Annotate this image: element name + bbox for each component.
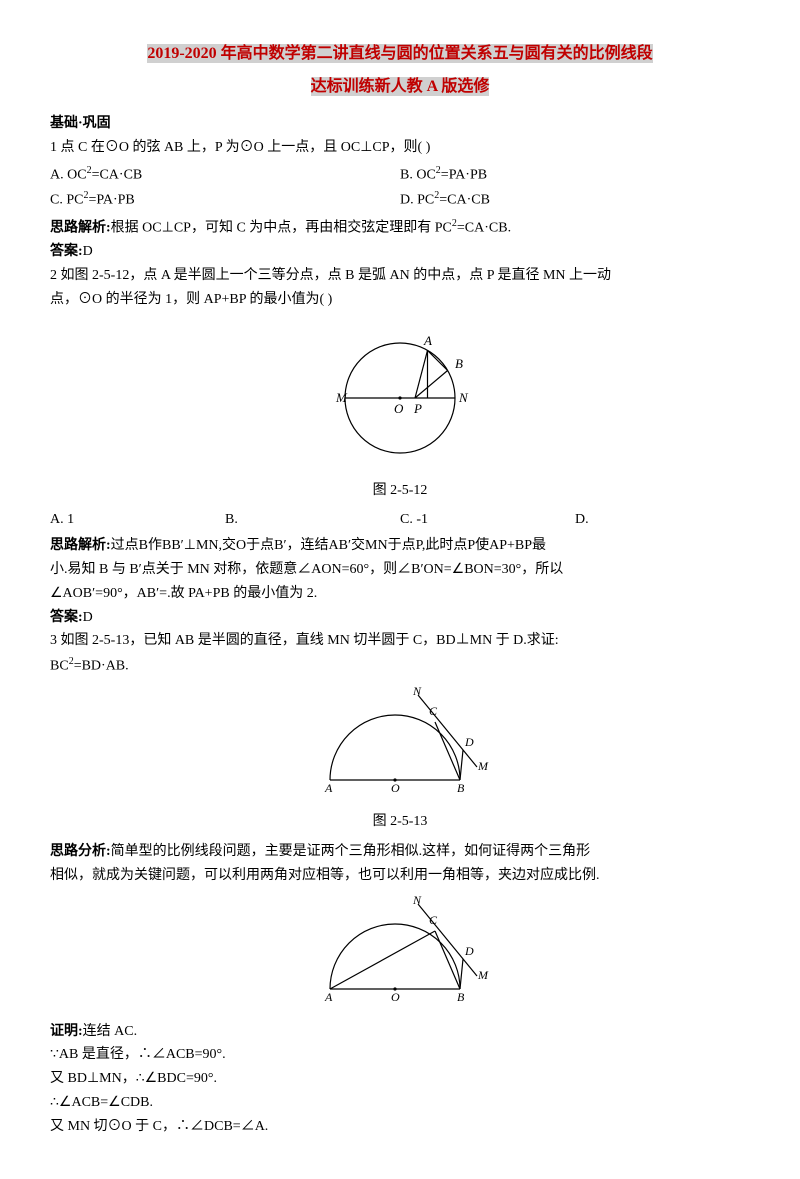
section-heading: 基础·巩固 xyxy=(50,112,750,136)
proof-label: 证明: xyxy=(50,1024,83,1039)
q2-optB: B. xyxy=(225,508,400,532)
title-line-2: 达标训练新人教 A 版选修 xyxy=(50,73,750,100)
svg-text:M: M xyxy=(477,759,489,773)
figure-2-5-13-proof: A B O C D M N xyxy=(50,894,750,1018)
q2-stem1: 2 如图 2-5-12，点 A 是半圆上一个三等分点，点 B 是弧 AN 的中点… xyxy=(50,264,750,288)
q1-analysis: 思路解析:根据 OC⊥CP，可知 C 为中点，再由相交弦定理即有 PC2=CA·… xyxy=(50,215,750,240)
q1-optD: D. PC2=CA·CB xyxy=(400,187,750,212)
fig-2-5-13-caption: 图 2-5-13 xyxy=(50,810,750,834)
q3-stem2: BC2=BD·AB. xyxy=(50,653,750,678)
q1-optC: C. PC2=PA·PB xyxy=(50,187,400,212)
svg-text:P: P xyxy=(413,401,422,416)
svg-text:B: B xyxy=(455,356,463,371)
proof-line-3: ∴∠ACB=∠CDB. xyxy=(50,1091,750,1115)
svg-text:O: O xyxy=(391,781,400,795)
svg-text:B: B xyxy=(457,990,465,1004)
svg-text:A: A xyxy=(423,333,432,348)
svg-text:M: M xyxy=(335,390,348,405)
q1-options: A. OC2=CA·CB B. OC2=PA·PB C. PC2=PA·PB D… xyxy=(50,162,750,213)
title-line-1: 2019-2020 年高中数学第二讲直线与圆的位置关系五与圆有关的比例线段 xyxy=(50,40,750,67)
title-2: 达标训练新人教 A 版选修 xyxy=(311,77,490,96)
title-1: 2019-2020 年高中数学第二讲直线与圆的位置关系五与圆有关的比例线段 xyxy=(147,44,652,63)
svg-text:N: N xyxy=(412,894,422,907)
q2-options: A. 1 B. C. -1 D. xyxy=(50,508,750,532)
q1-optB: B. OC2=PA·PB xyxy=(400,162,750,187)
figure-2-5-12: A B M N O P xyxy=(50,318,750,477)
q1-answer: 答案:D xyxy=(50,240,750,264)
q2-stem2: 点，⊙O 的半径为 1，则 AP+BP 的最小值为( ) xyxy=(50,288,750,312)
svg-text:C: C xyxy=(429,913,438,927)
q1-optA: A. OC2=CA·CB xyxy=(50,162,400,187)
svg-text:N: N xyxy=(412,685,422,698)
q2-ans-label: 答案: xyxy=(50,610,83,625)
q2-optA: A. 1 xyxy=(50,508,225,532)
proof-line-2: 又 BD⊥MN，∴∠BDC=90°. xyxy=(50,1067,750,1091)
q3-analysis-label: 思路分析: xyxy=(50,844,111,859)
q3-stem1: 3 如图 2-5-13，已知 AB 是半圆的直径，直线 MN 切半圆于 C，BD… xyxy=(50,629,750,653)
svg-text:D: D xyxy=(464,944,474,958)
figure-2-5-13: A B O C D M N xyxy=(50,685,750,809)
svg-text:A: A xyxy=(324,990,333,1004)
q3-analysis-1: 思路分析:简单型的比例线段问题，主要是证两个三角形相似.这样，如何证得两个三角形 xyxy=(50,840,750,864)
q2-analysis-label: 思路解析: xyxy=(50,538,111,553)
svg-text:M: M xyxy=(477,968,489,982)
svg-text:C: C xyxy=(429,704,438,718)
q2-optC: C. -1 xyxy=(400,508,575,532)
proof-line-1: ∵AB 是直径，∴∠ACB=90°. xyxy=(50,1043,750,1067)
q1-ans-label: 答案: xyxy=(50,244,83,259)
q2-analysis-2: 小.易知 B 与 B′点关于 MN 对称，依题意∠AON=60°，则∠B′ON=… xyxy=(50,558,750,582)
fig-2-5-12-caption: 图 2-5-12 xyxy=(50,479,750,503)
q2-analysis-1: 思路解析:过点B作BB′⊥MN,交O于点B′，连结AB′交MN于点P,此时点P使… xyxy=(50,534,750,558)
q1-analysis-label: 思路解析: xyxy=(50,221,111,236)
svg-text:O: O xyxy=(391,990,400,1004)
svg-text:A: A xyxy=(324,781,333,795)
q2-optD: D. xyxy=(575,508,750,532)
q2-analysis-3: ∠AOB′=90°，AB′=.故 PA+PB 的最小值为 2. xyxy=(50,582,750,606)
q3-analysis-2: 相似，就成为关键问题，可以利用两角对应相等，也可以利用一角相等，夹边对应成比例. xyxy=(50,864,750,888)
proof-line-4: 又 MN 切⊙O 于 C，∴∠DCB=∠A. xyxy=(50,1115,750,1139)
proof-line-0: 证明:连结 AC. xyxy=(50,1020,750,1044)
q1-stem: 1 点 C 在⊙O 的弦 AB 上，P 为⊙O 上一点，且 OC⊥CP，则( ) xyxy=(50,136,750,160)
q2-answer: 答案:D xyxy=(50,606,750,630)
svg-text:B: B xyxy=(457,781,465,795)
svg-text:D: D xyxy=(464,735,474,749)
svg-text:O: O xyxy=(394,401,404,416)
svg-text:N: N xyxy=(458,390,469,405)
